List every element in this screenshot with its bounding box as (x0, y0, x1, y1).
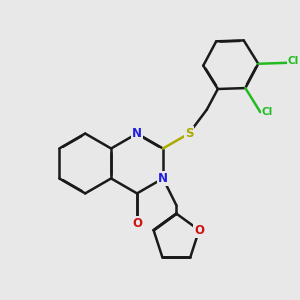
Text: N: N (158, 172, 168, 185)
Text: S: S (184, 127, 193, 140)
Text: N: N (132, 127, 142, 140)
Text: O: O (194, 224, 204, 237)
Text: O: O (132, 217, 142, 230)
Text: Cl: Cl (261, 107, 273, 117)
Text: Cl: Cl (288, 56, 299, 66)
